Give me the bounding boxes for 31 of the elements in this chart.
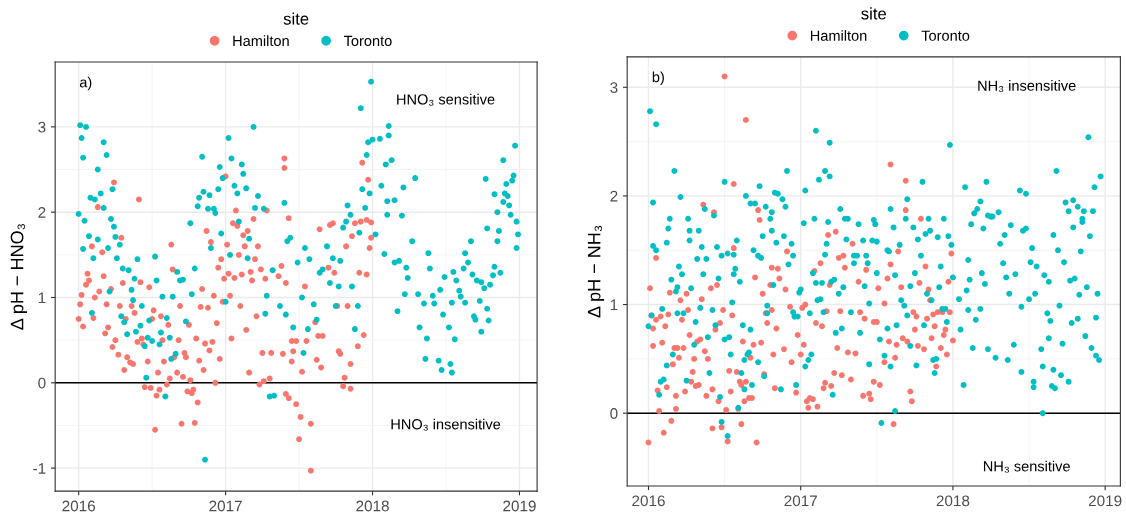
y-tick-label: 1 <box>610 299 618 311</box>
y-tick-label: 2 <box>610 190 618 202</box>
legend-label: Toronto <box>921 30 970 41</box>
x-tick-label: 2016 <box>632 495 665 507</box>
annotation: HNO₃ insensitive <box>391 418 501 431</box>
annotation: HNO₃ sensitive <box>397 93 495 106</box>
annotation: NH₃ sensitive <box>983 460 1070 473</box>
legend-title: site <box>283 12 309 25</box>
x-tick-label: 2018 <box>356 500 389 512</box>
annotation: a) <box>79 76 92 91</box>
y-tick-label: 1 <box>38 292 46 304</box>
y-tick-label: 0 <box>38 377 46 389</box>
y-tick-label: 3 <box>38 121 46 133</box>
x-tick-label: 2017 <box>209 500 242 512</box>
legend-title: site <box>861 7 886 20</box>
y-axis-title: Δ pH − NH₃ <box>587 225 605 318</box>
x-tick-label: 2017 <box>784 495 817 507</box>
x-tick-label: 2018 <box>936 495 970 507</box>
y-tick-label: 0 <box>610 408 618 419</box>
y-tick-label: 3 <box>610 82 618 93</box>
x-tick-label: 2016 <box>62 500 96 512</box>
annotation: NH₃ insensitive <box>978 80 1076 92</box>
x-tick-label: 2019 <box>1088 495 1122 507</box>
legend-label: Hamilton <box>810 30 867 41</box>
y-tick-label: 2 <box>38 207 46 218</box>
legend-label: Toronto <box>343 35 392 47</box>
y-axis-title: Δ pH − HNO₃ <box>10 224 28 330</box>
legend-label: Hamilton <box>233 35 289 47</box>
x-tick-label: 2019 <box>503 500 536 512</box>
annotation: b) <box>652 71 664 86</box>
y-tick-label: -1 <box>33 463 46 474</box>
